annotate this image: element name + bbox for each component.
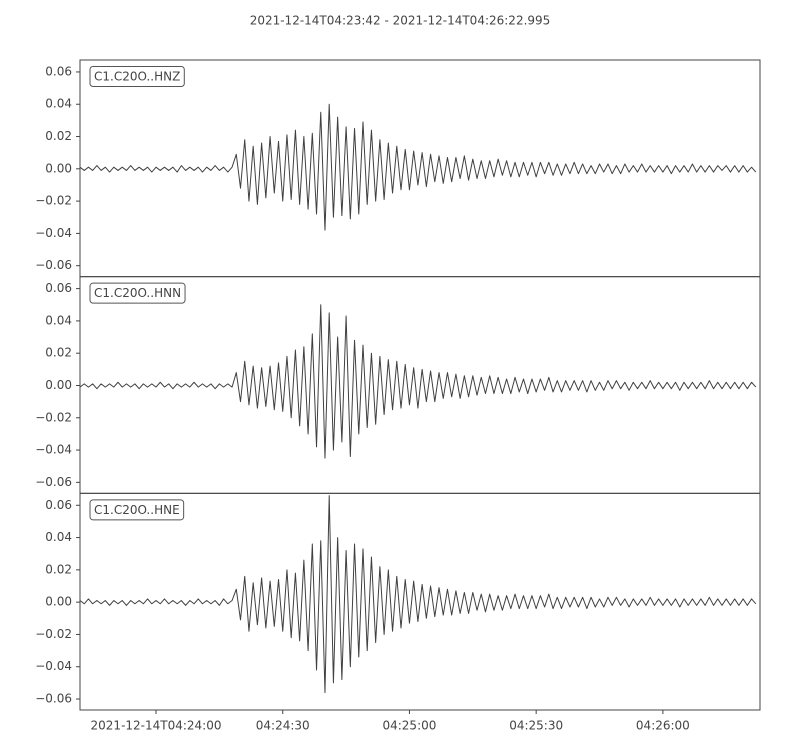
trace-label-text: C1.C20O..HNN [94,286,181,300]
y-tick-label: 0.02 [45,346,72,360]
waveform [79,495,757,694]
waveform [79,304,757,459]
x-tick-label: 04:24:30 [256,719,310,733]
y-tick-label: 0.06 [45,281,72,295]
y-tick-label: 0.06 [45,498,72,512]
trace-label: C1.C20O..HNE [89,499,185,521]
y-tick-label: 0.04 [45,97,72,111]
y-tick-label: −0.06 [35,475,72,489]
y-tick-label: 0.02 [45,129,72,143]
trace-label-box [89,499,185,521]
y-tick-label: 0.06 [45,64,72,78]
trace-label-text: C1.C20O..HNE [94,503,180,517]
y-tick-label: 0.00 [45,378,72,392]
x-tick-label: 04:25:30 [509,719,563,733]
y-tick-label: 0.04 [45,530,72,544]
waveform [79,103,757,231]
trace-label-box [89,66,185,87]
y-tick-label: −0.06 [35,692,72,706]
x-tick-label: 04:25:00 [382,719,436,733]
x-tick-label: 2021-12-14T04:24:00 [91,719,222,733]
chart-title: 2021-12-14T04:23:42 - 2021-12-14T04:26:2… [250,14,551,28]
x-tick-label: 04:26:00 [636,719,690,733]
y-tick-label: −0.04 [35,226,72,240]
y-tick-label: −0.04 [35,659,72,673]
y-tick-label: −0.06 [35,258,72,272]
y-tick-label: 0.00 [45,161,72,175]
trace-label: C1.C20O..HNN [89,282,186,304]
y-tick-label: −0.02 [35,410,72,424]
y-tick-label: −0.02 [35,194,72,208]
y-tick-label: −0.04 [35,443,72,457]
y-tick-label: −0.02 [35,627,72,641]
trace-label-box [89,282,186,304]
y-tick-label: 0.04 [45,313,72,327]
y-tick-label: 0.02 [45,562,72,576]
trace-label: C1.C20O..HNZ [89,66,185,87]
y-tick-label: 0.00 [45,595,72,609]
trace-label-text: C1.C20O..HNZ [94,70,180,84]
